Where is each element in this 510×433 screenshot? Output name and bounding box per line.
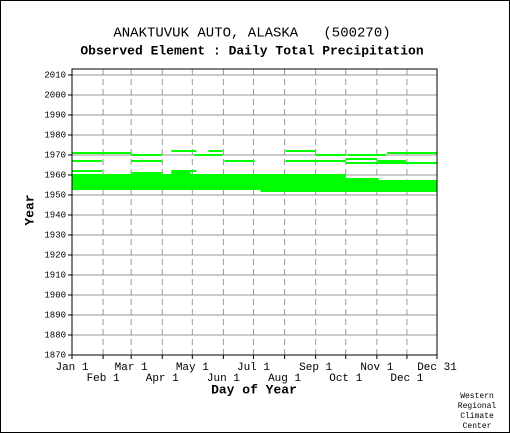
x-tick-label: Mar 1 <box>115 362 148 374</box>
x-tick-label: Sep 1 <box>299 362 332 374</box>
record-segment <box>194 154 223 156</box>
record-segment <box>345 178 379 180</box>
record-segment <box>315 154 346 156</box>
record-segment <box>386 152 437 154</box>
record-segment <box>72 188 437 190</box>
x-axis-label: Day of Year <box>211 382 297 397</box>
record-segment <box>72 160 103 162</box>
record-segment <box>131 172 163 174</box>
record-segment <box>72 186 437 188</box>
y-tick-label: 1960 <box>44 170 66 180</box>
credit: Western <box>460 392 494 401</box>
credit: Climate <box>460 412 494 421</box>
record-segment <box>345 158 377 160</box>
x-tick-label: Apr 1 <box>146 373 179 385</box>
x-tick-label: Aug 1 <box>268 373 301 385</box>
record-segment <box>72 184 437 186</box>
y-tick-label: 2010 <box>44 70 66 80</box>
record-segment <box>376 160 406 162</box>
x-tick-label: Jun 1 <box>207 373 240 385</box>
record-segment <box>131 154 163 156</box>
record-segment <box>72 182 437 184</box>
x-tick-label: Nov 1 <box>360 362 393 374</box>
chart-subtitle: Observed Element : Daily Total Precipita… <box>80 43 423 58</box>
plot-area <box>72 69 437 355</box>
y-tick-label: 1980 <box>44 130 66 140</box>
record-segment <box>102 174 346 176</box>
credit: Regional <box>458 402 497 411</box>
record-segment <box>171 170 197 172</box>
y-tick-label: 1940 <box>44 210 66 220</box>
y-axis-label: Year <box>22 194 37 225</box>
y-tick-label: 1880 <box>44 330 66 340</box>
y-tick-label: 2000 <box>44 90 66 100</box>
record-segment <box>345 162 437 164</box>
y-tick-label: 1970 <box>44 150 66 160</box>
y-tick-label: 1950 <box>44 190 66 200</box>
record-segment <box>72 178 346 180</box>
x-tick-label: Dec 1 <box>390 373 423 385</box>
y-tick-label: 1900 <box>44 290 66 300</box>
record-segment <box>260 190 437 192</box>
x-tick-label: May 1 <box>176 362 209 374</box>
credit: Center <box>463 422 492 431</box>
record-segment <box>72 174 103 176</box>
record-segment <box>72 152 132 154</box>
plot-border <box>71 68 438 356</box>
x-tick-label: Feb 1 <box>87 373 120 385</box>
x-tick-label: Jan 1 <box>55 362 88 374</box>
record-segment <box>224 160 255 162</box>
record-segment <box>171 150 197 152</box>
record-segment <box>72 180 437 182</box>
y-tick-label: 1890 <box>44 310 66 320</box>
record-segment <box>72 170 103 172</box>
record-segment <box>285 150 316 152</box>
record-segment <box>171 172 191 174</box>
x-tick-label: Dec 31 <box>417 362 457 374</box>
record-segment <box>72 176 346 178</box>
x-tick-label: Jul 1 <box>237 362 270 374</box>
y-tick-label: 1990 <box>44 110 66 120</box>
y-tick-label: 1930 <box>44 230 66 240</box>
y-tick-label: 1920 <box>44 250 66 260</box>
y-tick-label: 1870 <box>44 350 66 360</box>
record-segment <box>208 150 223 152</box>
x-tick-label: Oct 1 <box>329 373 362 385</box>
record-segment <box>347 154 386 156</box>
chart-title: ANAKTUVUK AUTO, ALASKA (500270) <box>113 26 390 42</box>
y-tick-label: 1910 <box>44 270 66 280</box>
record-segment <box>131 160 163 162</box>
record-segment <box>285 160 346 162</box>
